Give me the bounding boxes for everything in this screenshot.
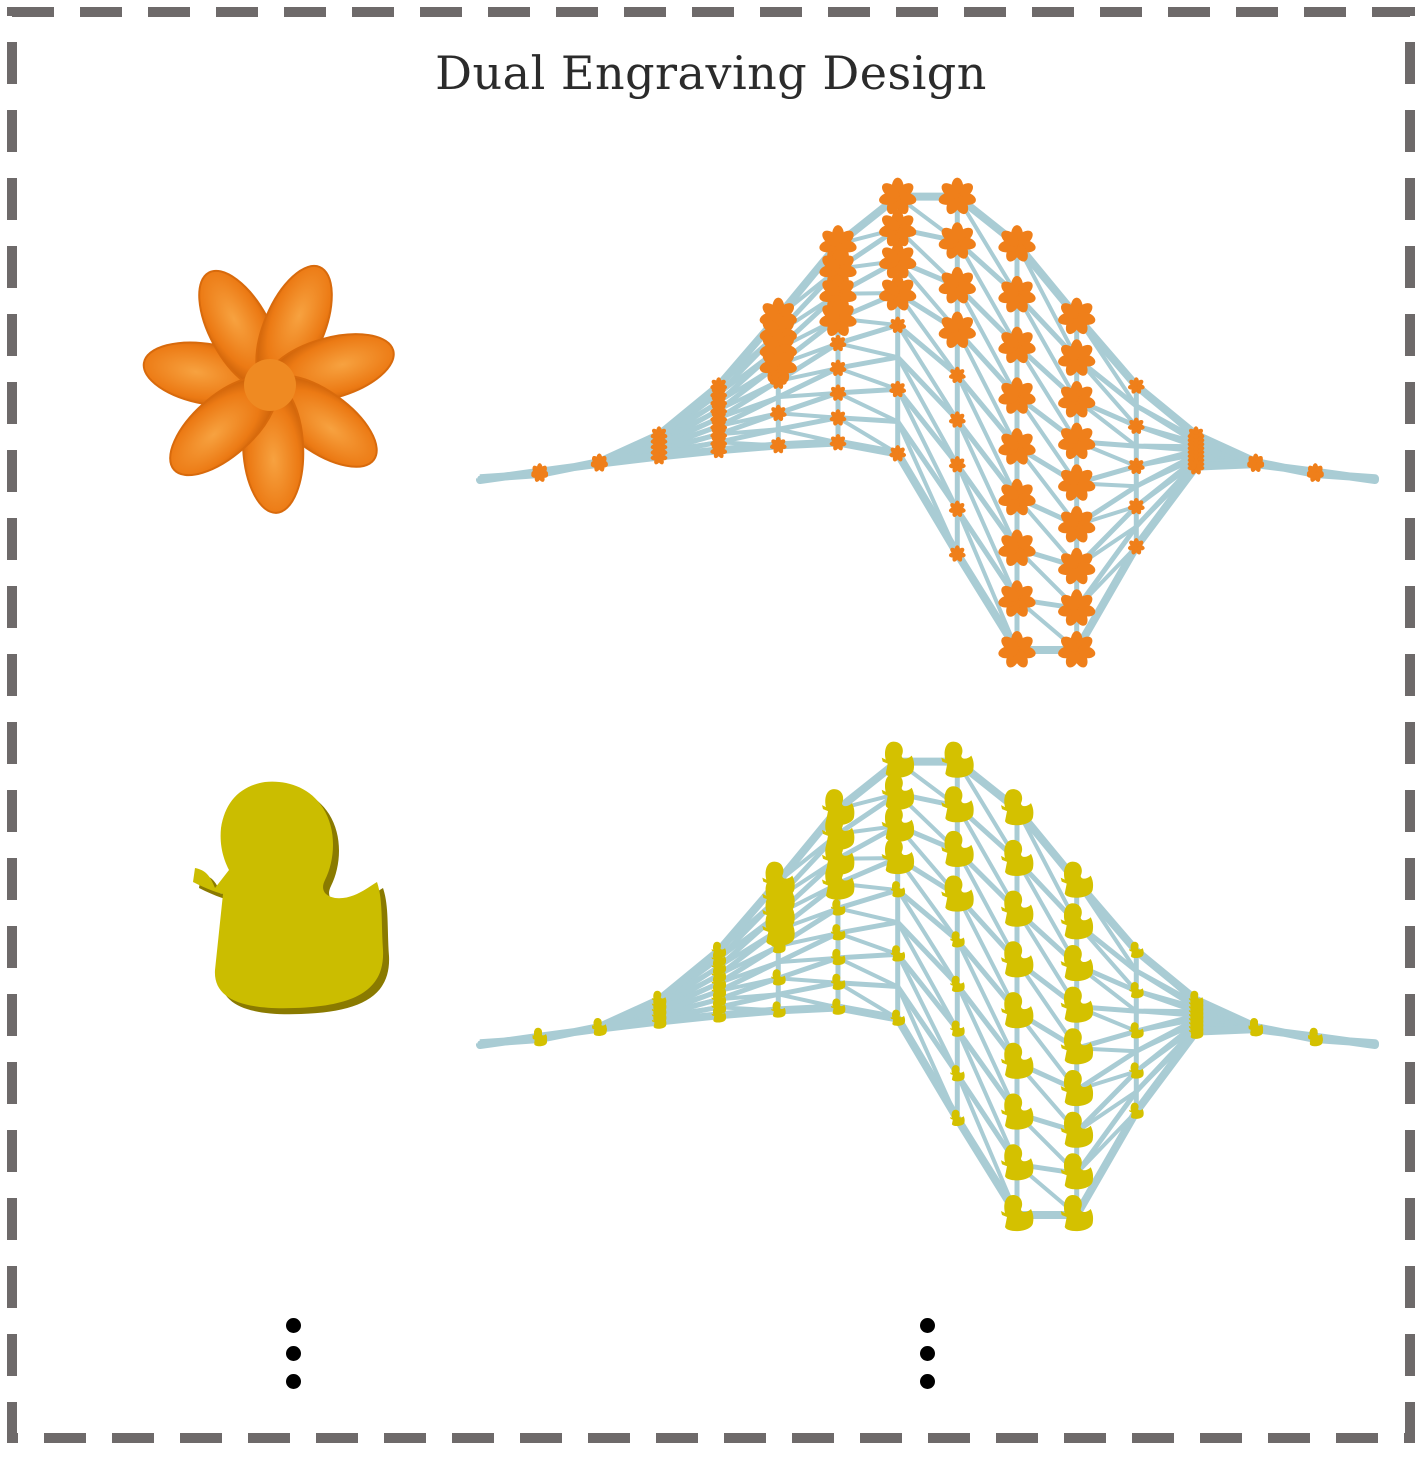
duck-motif <box>193 781 390 1015</box>
star-flower-motif <box>142 264 395 514</box>
continuation-dots-right <box>917 1318 937 1402</box>
figure-title: Dual Engraving Design <box>435 46 987 100</box>
lattice-shell-star-engraving <box>476 177 1379 668</box>
continuation-dots-left <box>283 1318 303 1402</box>
lattice-shell-duck-engraving <box>476 741 1379 1232</box>
